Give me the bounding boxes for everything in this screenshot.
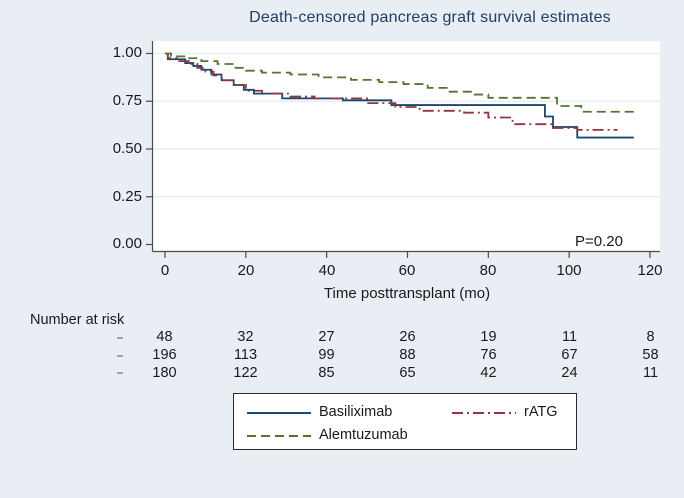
x-tick-label: 0 (160, 262, 170, 279)
y-tick-label: 0.50 (112, 140, 142, 157)
x-axis-title: Time posttransplant (mo) (323, 285, 491, 302)
alemtuzumab-line-swatch (247, 435, 311, 437)
risk-row-tick (117, 372, 123, 374)
risk-row-basiliximab: 48 32 27 26 19 11 8 (124, 329, 684, 346)
risk-count: 24 (561, 365, 578, 381)
y-tick-label: 0.25 (112, 188, 142, 205)
risk-count: 11 (642, 365, 659, 381)
legend-label-ratg: rATG (524, 404, 558, 420)
risk-row-ratg: 196 113 99 88 76 67 58 (124, 347, 684, 364)
risk-count: 19 (480, 329, 497, 345)
ratg-line-swatch (452, 412, 516, 414)
x-tick-label: 40 (318, 262, 336, 279)
chart-title: Death-censored pancreas graft survival e… (249, 9, 611, 26)
x-tick-label: 20 (237, 262, 255, 279)
basiliximab-line-swatch (247, 412, 311, 414)
risk-table-heading: Number at risk (30, 312, 125, 328)
risk-count: 88 (399, 347, 416, 363)
risk-count: 180 (152, 365, 177, 381)
x-tick-label: 80 (479, 262, 497, 279)
risk-count: 76 (480, 347, 497, 363)
risk-count: 11 (561, 329, 578, 345)
risk-count: 48 (156, 329, 173, 345)
survival-curve-ratg (165, 52, 618, 131)
risk-count: 67 (561, 347, 578, 363)
risk-count: 26 (399, 329, 416, 345)
risk-count: 65 (399, 365, 416, 381)
risk-row-tick (117, 337, 123, 339)
risk-count: 42 (480, 365, 497, 381)
legend-label-basiliximab: Basiliximab (319, 404, 393, 420)
survival-curve-alemtuzumab (165, 52, 638, 113)
y-tick-label: 0.00 (112, 235, 142, 252)
risk-count: 85 (318, 365, 335, 381)
risk-count: 32 (237, 329, 254, 345)
risk-count: 99 (318, 347, 335, 363)
legend: Basiliximab rATG Alemtuzumab (233, 393, 577, 450)
x-tick-label: 120 (637, 262, 663, 279)
x-tick-label: 100 (556, 262, 582, 279)
risk-count: 8 (646, 329, 655, 345)
p-value-annotation: P=0.20 (575, 233, 623, 250)
risk-row-alemtuzumab: 180 122 85 65 42 24 11 (124, 365, 684, 382)
risk-count: 196 (152, 347, 177, 363)
survival-curve-basiliximab (165, 52, 634, 139)
risk-count: 58 (642, 347, 659, 363)
y-tick-label: 1.00 (112, 44, 142, 61)
y-tick-label: 0.75 (112, 92, 142, 109)
risk-count: 122 (233, 365, 258, 381)
risk-count: 27 (318, 329, 335, 345)
plot-background (153, 41, 660, 252)
risk-count: 113 (233, 347, 258, 363)
risk-row-tick (117, 355, 123, 357)
legend-label-alemtuzumab: Alemtuzumab (319, 427, 408, 443)
x-tick-label: 60 (398, 262, 416, 279)
